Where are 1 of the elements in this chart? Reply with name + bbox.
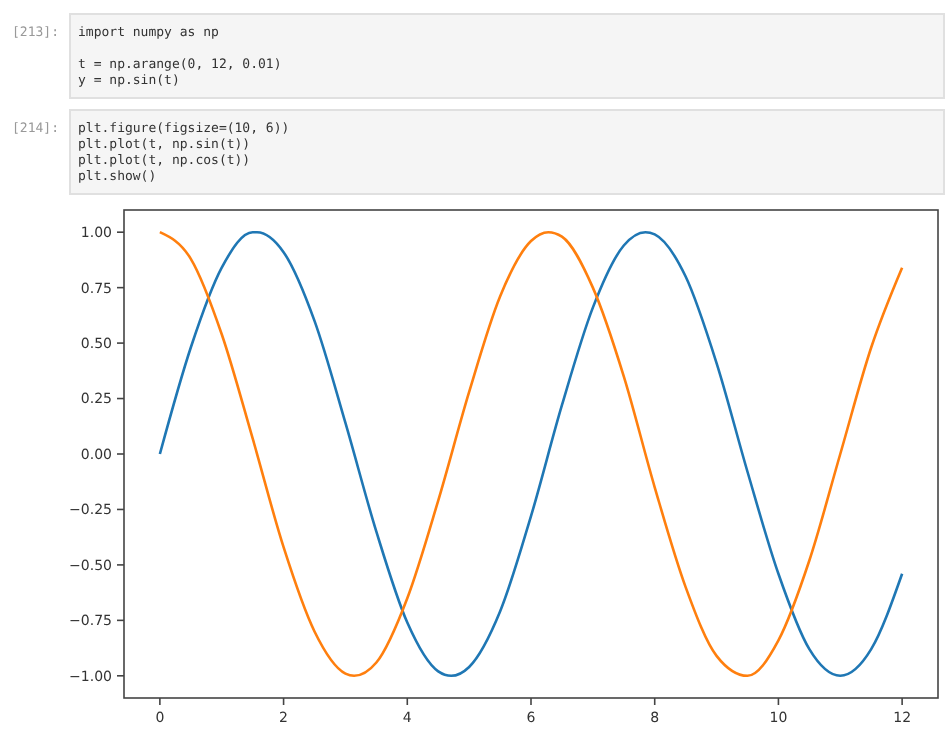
line-series <box>158 230 904 678</box>
